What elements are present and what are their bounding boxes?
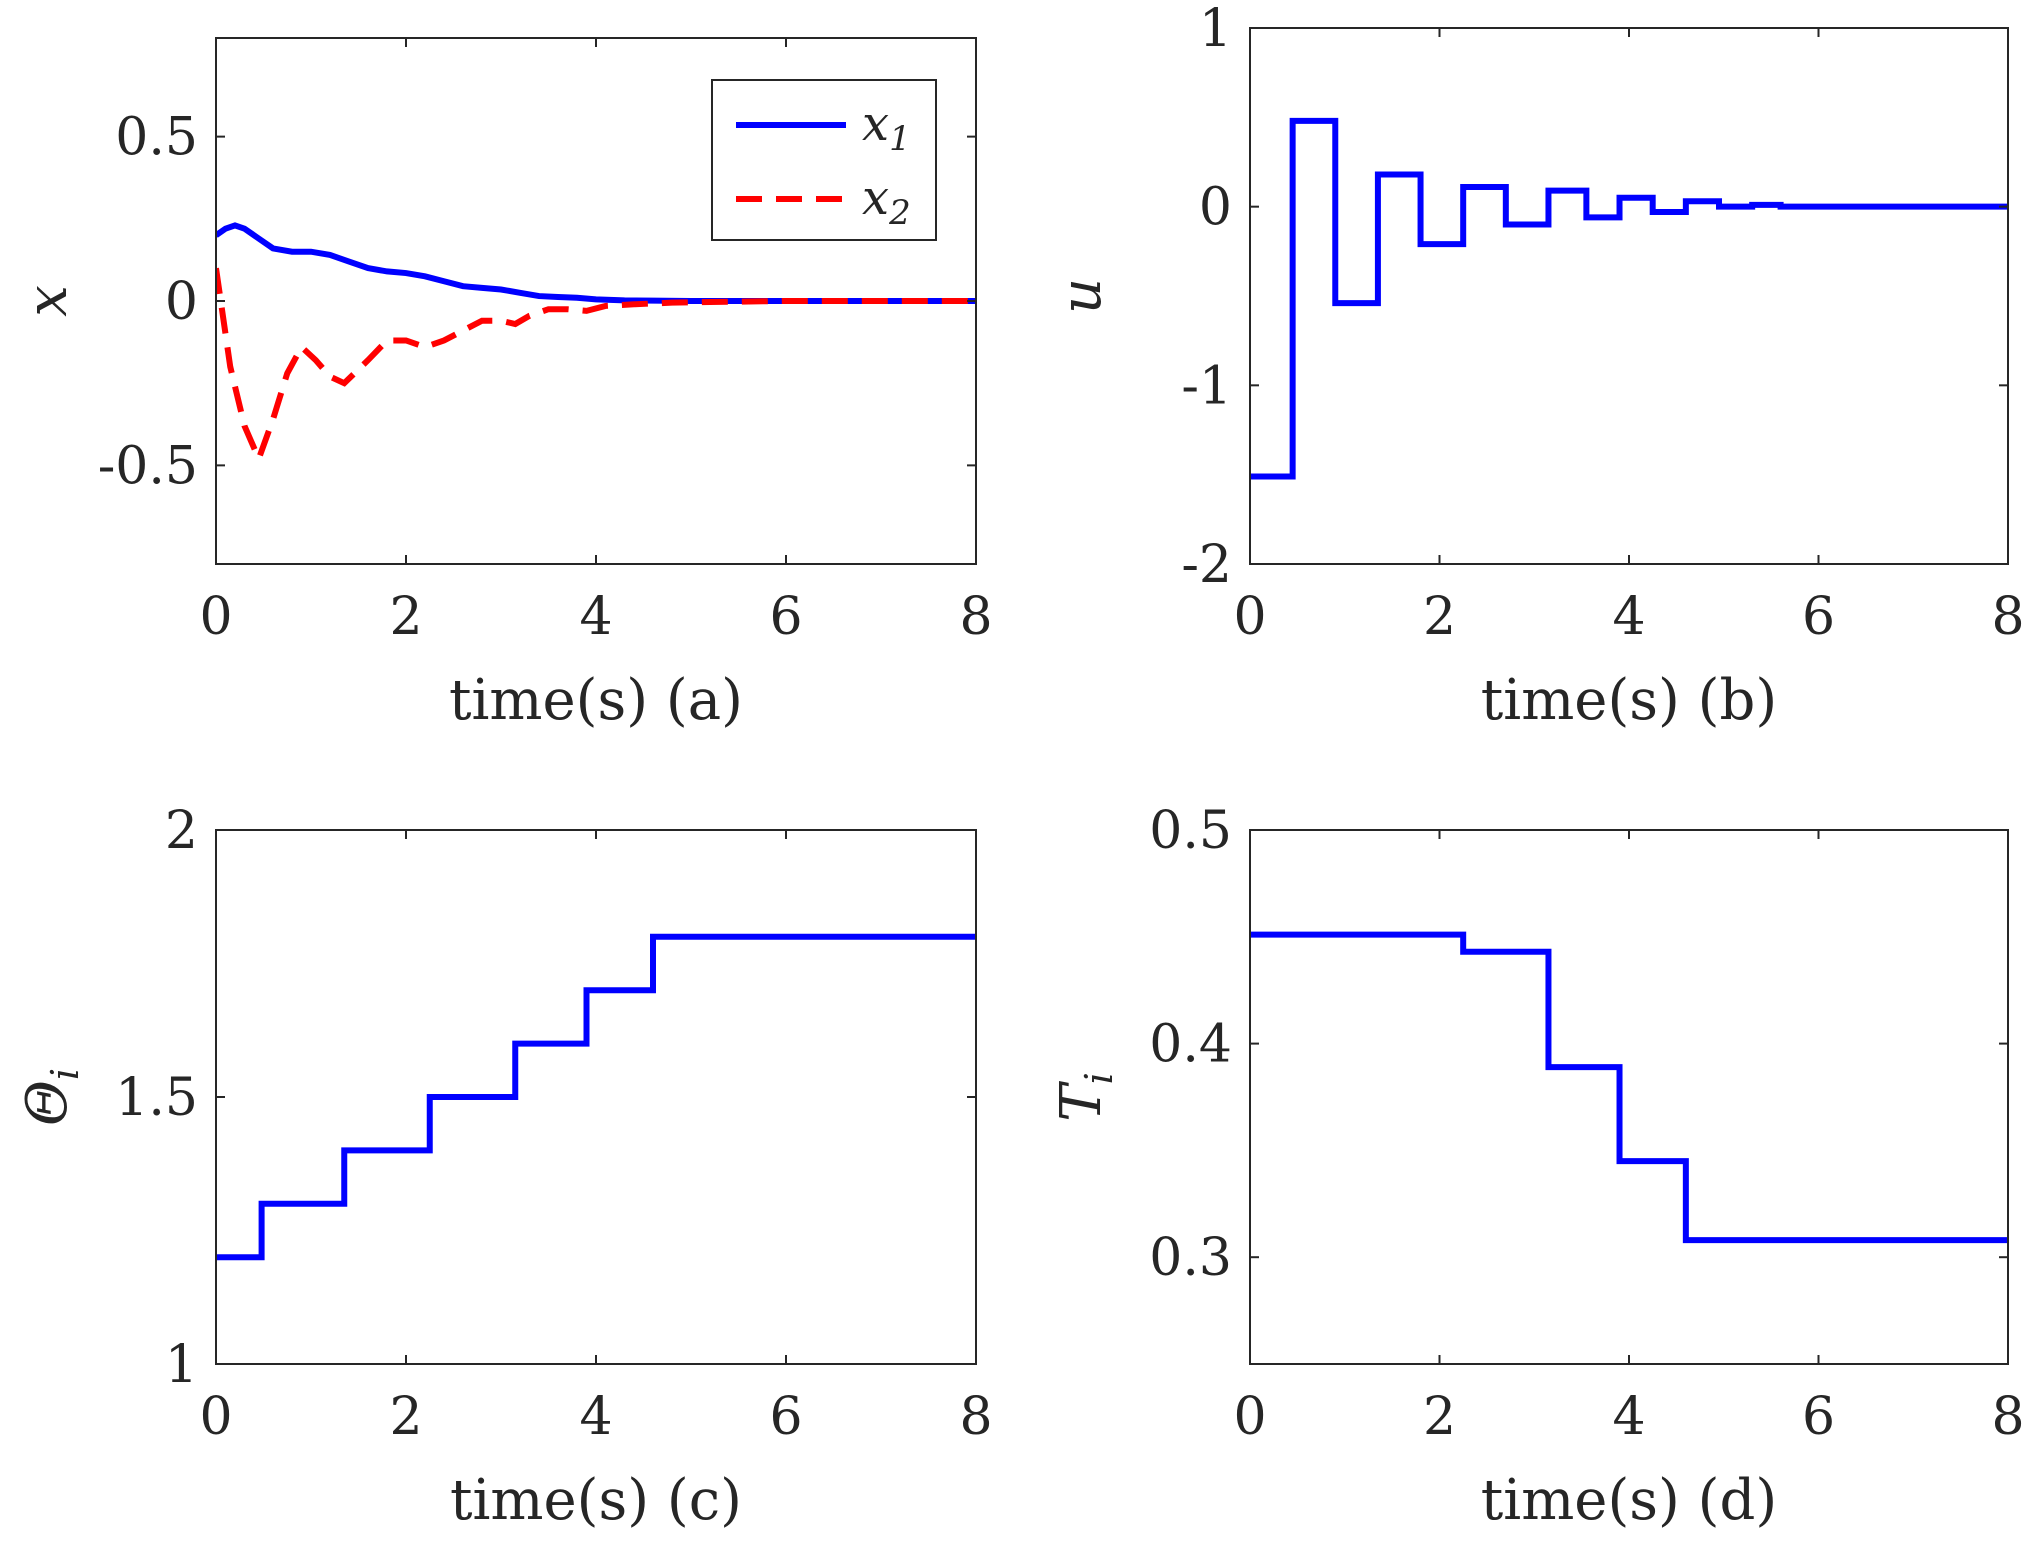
y-tick-label: -1	[1181, 356, 1232, 416]
x-tick-label: 0	[199, 1387, 232, 1447]
x-tick-label: 0	[1233, 1387, 1266, 1447]
plot-area	[1250, 830, 2008, 1364]
y-axis-label: Ti	[1049, 1072, 1121, 1122]
legend-entry-1: x1	[862, 96, 911, 159]
x-tick-label: 2	[1423, 587, 1456, 647]
subplot-c: 0 2 4 6 8 1 1.5 2 time(s) (c) Θi	[15, 801, 993, 1533]
y-tick-label: 0.5	[115, 108, 198, 168]
plot-area	[216, 830, 976, 1364]
y-tick-label: 1.5	[115, 1068, 198, 1128]
series-line-a-1	[216, 222, 976, 304]
y-tick-label: 0	[1199, 178, 1232, 238]
y-tick-label: 2	[165, 801, 198, 861]
series-line-c-1	[216, 933, 976, 1261]
x-tick-label: 0	[199, 587, 232, 647]
x-tick-label: 8	[959, 587, 992, 647]
y-tick-label: 0	[165, 272, 198, 332]
series-line-b-1	[1250, 117, 2008, 480]
y-tick-label: 1	[165, 1335, 198, 1395]
y-axis-label: u	[1049, 278, 1114, 314]
y-tick-label: -0.5	[98, 436, 198, 496]
y-tick-label: -2	[1181, 535, 1232, 595]
x-axis-label: time(s) (c)	[450, 1468, 742, 1533]
y-tick-label: 0.5	[1149, 801, 1232, 861]
x-tick-label: 0	[1233, 587, 1266, 647]
y-axis-label: Θi	[15, 1068, 87, 1126]
legend-box	[711, 79, 937, 241]
x-tick-label: 6	[1802, 1387, 1835, 1447]
y-tick-label: 1	[1199, 0, 1232, 59]
subplot-b: 0 2 4 6 8 -2 -1 0 1 time(s) (b) u	[1049, 0, 2025, 733]
plot-area	[1250, 28, 2008, 564]
x-tick-label: 8	[959, 1387, 992, 1447]
series-line-a-2	[216, 267, 976, 467]
subplot-d: 0 2 4 6 8 0.3 0.4 0.5 time(s) (d) Ti	[1049, 801, 2025, 1533]
x-axis-label: time(s) (d)	[1481, 1468, 1777, 1533]
y-tick-label: 0.3	[1149, 1228, 1232, 1288]
x-tick-label: 2	[389, 587, 422, 647]
legend-entry-2: x2	[862, 170, 911, 233]
x-axis-label: time(s) (a)	[449, 668, 743, 733]
x-tick-label: 4	[1612, 587, 1645, 647]
x-tick-label: 2	[1423, 1387, 1456, 1447]
x-tick-label: 6	[1802, 587, 1835, 647]
x-tick-label: 8	[1991, 1387, 2024, 1447]
y-axis-label: x	[15, 285, 80, 317]
x-tick-label: 6	[769, 587, 802, 647]
series-line-d-1	[1250, 931, 2008, 1244]
x-axis-label: time(s) (b)	[1481, 668, 1777, 733]
x-tick-label: 4	[579, 587, 612, 647]
x-tick-label: 2	[389, 1387, 422, 1447]
x-tick-label: 4	[1612, 1387, 1645, 1447]
y-tick-label: 0.4	[1149, 1015, 1232, 1075]
x-tick-label: 4	[579, 1387, 612, 1447]
x-tick-label: 8	[1991, 587, 2024, 647]
x-tick-label: 6	[769, 1387, 802, 1447]
